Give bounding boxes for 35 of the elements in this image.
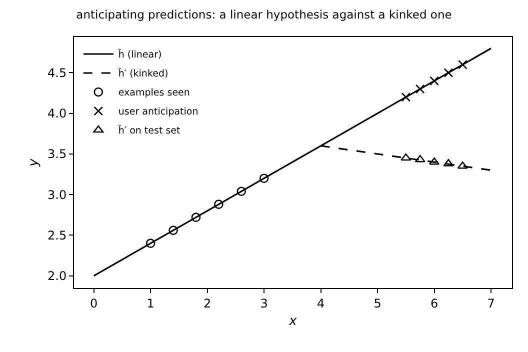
point: [236, 186, 246, 196]
y-tick-label: 3.0: [48, 188, 67, 202]
point: [146, 238, 156, 248]
point: [214, 200, 224, 209]
point: [429, 157, 440, 165]
y-tick-label: 4.5: [48, 66, 67, 80]
legend-label: ĥ′ (kinked): [117, 68, 168, 80]
x-tick-label: 4: [316, 296, 325, 310]
y-tick-label: 2.5: [48, 228, 67, 242]
legend-label: ĥ (linear): [117, 48, 162, 61]
legend-label: ĥ′ on test set: [117, 124, 180, 137]
x-tick-label: 6: [430, 296, 438, 310]
point: [415, 84, 425, 94]
y-tick-label: 3.5: [48, 147, 67, 162]
x-tick-label: 1: [146, 296, 154, 310]
y-tick-label: 2.0: [48, 269, 67, 284]
legend-label: examples seen: [118, 88, 190, 99]
chart-title: anticipating predictions: a linear hypothesis against a kinked one: [76, 8, 452, 22]
point: [444, 68, 454, 78]
point: [168, 226, 178, 235]
point: [400, 153, 412, 161]
x-tick-label: 3: [260, 296, 268, 310]
x-tick-label: 0: [90, 296, 98, 310]
point: [191, 212, 201, 222]
legend-label: user anticipation: [118, 106, 198, 118]
x-axis-title: x: [288, 314, 298, 329]
point: [259, 174, 269, 183]
x-tick-label: 7: [487, 296, 495, 310]
x-tick-label: 2: [204, 296, 212, 310]
point: [458, 60, 468, 70]
x-tick-label: 5: [374, 296, 382, 310]
point: [430, 76, 439, 86]
y-axis-title: y: [26, 158, 42, 168]
point: [401, 92, 411, 102]
y-tick-label: 4.0: [48, 106, 67, 121]
